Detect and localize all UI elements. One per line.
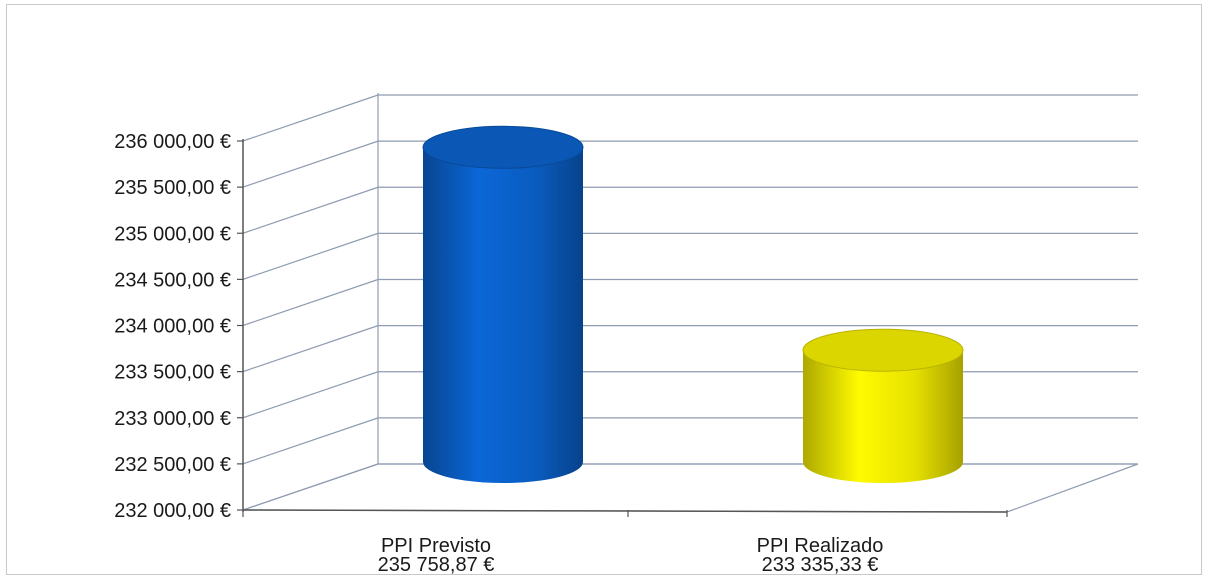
bar-top bbox=[802, 328, 964, 372]
side-gridline bbox=[242, 232, 379, 280]
side-gridline bbox=[242, 278, 379, 327]
side-gridline bbox=[242, 417, 379, 465]
category-value-label: 235 758,87 € bbox=[378, 554, 495, 576]
bar-top bbox=[422, 125, 584, 169]
x-axis bbox=[242, 509, 1008, 513]
y-tick-label: 236 000,00 € bbox=[114, 131, 231, 153]
y-tick-label: 235 000,00 € bbox=[114, 223, 231, 245]
side-gridline bbox=[242, 186, 379, 234]
side-gridline bbox=[242, 325, 379, 373]
y-tick-label: 235 500,00 € bbox=[114, 177, 231, 199]
category-value-label: 233 335,33 € bbox=[762, 554, 879, 576]
category-label: PPI Realizado bbox=[757, 535, 884, 557]
side-gridline bbox=[242, 140, 379, 188]
floor bbox=[242, 463, 1139, 513]
y-tick-label: 234 500,00 € bbox=[114, 269, 231, 291]
bar-body bbox=[423, 147, 583, 483]
y-tick-label: 232 500,00 € bbox=[114, 454, 231, 476]
side-gridline bbox=[242, 94, 379, 142]
category-label: PPI Previsto bbox=[381, 535, 491, 557]
y-tick-label: 233 000,00 € bbox=[114, 408, 231, 430]
y-tick-label: 233 500,00 € bbox=[114, 362, 231, 384]
y-tick-label: 232 000,00 € bbox=[114, 500, 231, 522]
side-gridline bbox=[242, 371, 379, 419]
chart-frame bbox=[6, 4, 1202, 575]
bar-body bbox=[803, 350, 963, 483]
y-tick-label: 234 000,00 € bbox=[114, 316, 231, 338]
